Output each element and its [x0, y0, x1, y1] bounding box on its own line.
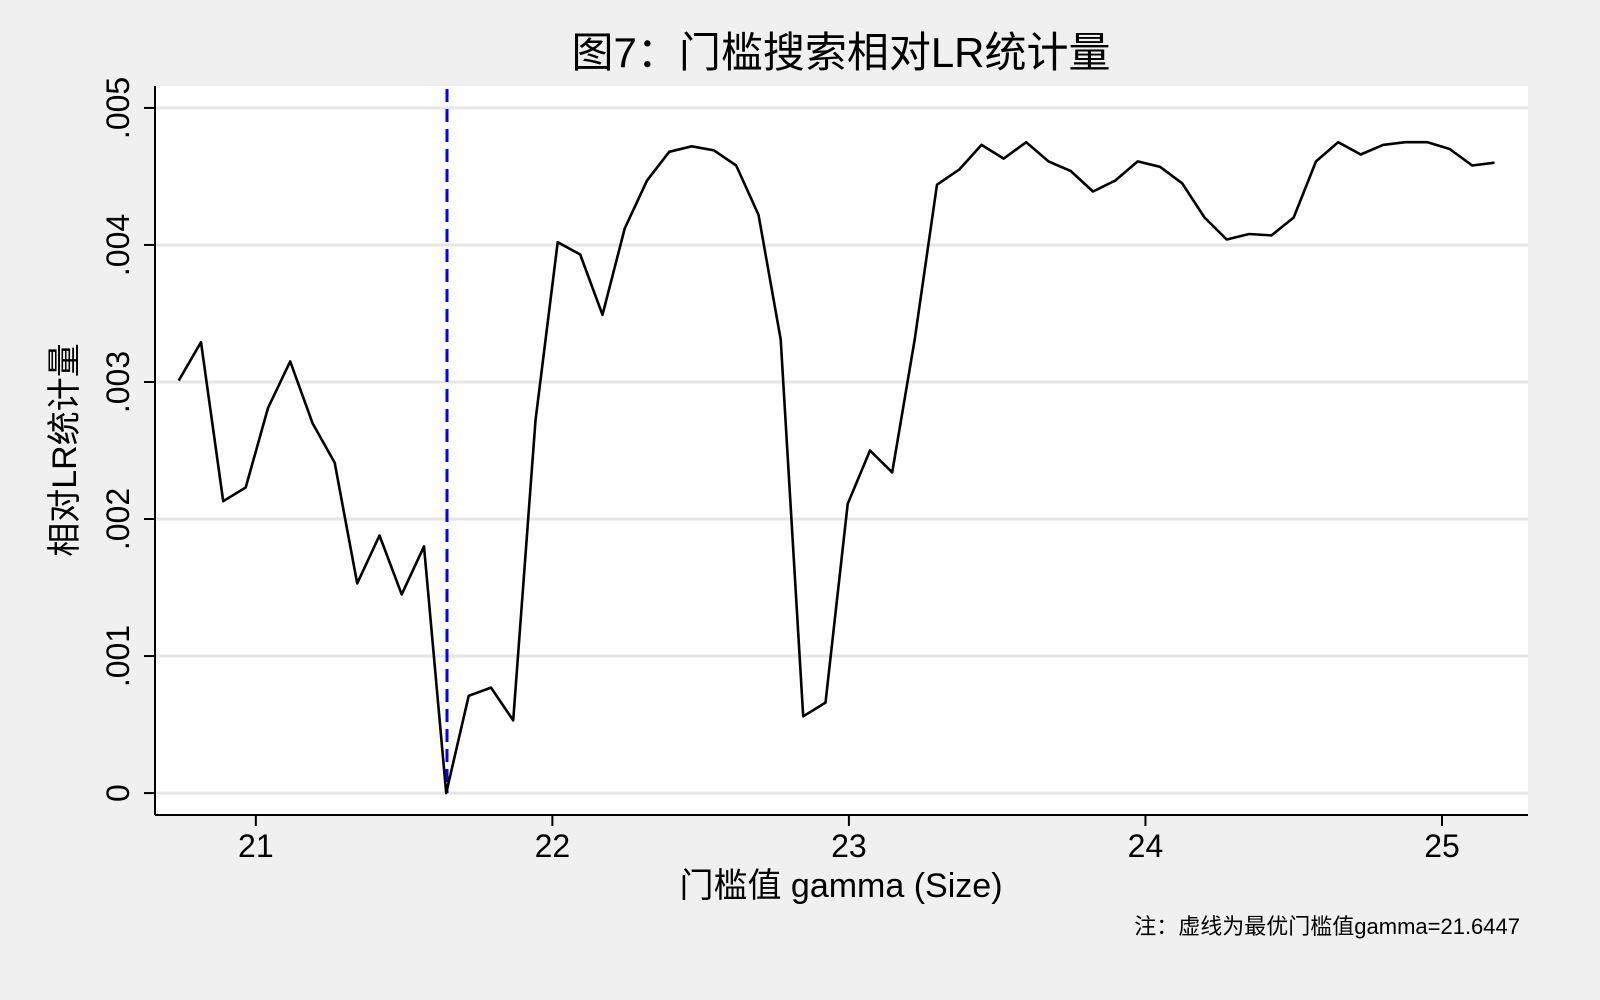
x-tick-label: 22 [535, 828, 571, 864]
y-axis-label: 相对LR统计量 [46, 343, 84, 556]
plot-area [155, 86, 1528, 815]
lr-series-line [177, 140, 1495, 795]
x-axis-label: 门槛值 gamma (Size) [679, 867, 1002, 905]
y-tick-label: .003 [100, 351, 136, 413]
y-tick-label: .005 [100, 77, 136, 139]
x-tick-label: 24 [1128, 828, 1164, 864]
y-tick-label: .002 [100, 488, 136, 550]
chart-title: 图7：门槛搜索相对LR统计量 [571, 29, 1110, 76]
x-tick-label: 21 [238, 828, 274, 864]
x-axis: 21 22 23 24 25 [238, 815, 1460, 864]
x-tick-label: 25 [1424, 828, 1460, 864]
x-tick-label: 23 [831, 828, 867, 864]
chart-note: 注：虚线为最优门槛值gamma=21.6447 [1134, 914, 1520, 939]
gridlines [155, 106, 1528, 795]
y-axis: 0 .001 .002 .003 .004 .005 [100, 77, 155, 802]
y-tick-label: .004 [100, 214, 136, 276]
y-tick-label: 0 [100, 784, 136, 802]
y-tick-label: .001 [100, 625, 136, 687]
